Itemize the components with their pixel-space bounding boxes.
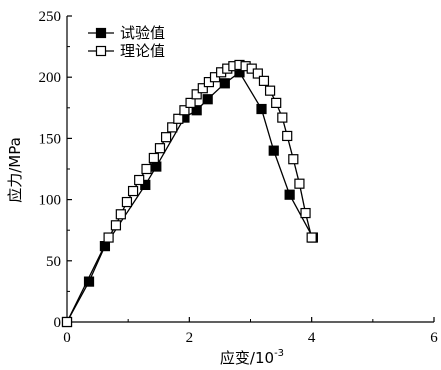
data-point xyxy=(202,94,213,105)
data-point xyxy=(127,185,139,197)
data-point xyxy=(179,105,190,116)
x-axis-title: 应变/10-3 xyxy=(220,348,284,367)
data-point xyxy=(103,232,114,243)
series-2 xyxy=(61,59,317,328)
x-tick-label: 0 xyxy=(63,330,71,346)
data-point xyxy=(252,68,263,79)
data-point xyxy=(167,122,178,133)
data-point xyxy=(134,174,145,186)
y-tick-label: 100 xyxy=(39,193,62,209)
data-point xyxy=(141,163,152,175)
y-tick-label: 200 xyxy=(39,70,62,86)
axis-titles: 应力/MPa 应变/10-3 xyxy=(6,137,284,367)
data-point xyxy=(256,103,267,115)
x-tick-label: 6 xyxy=(430,330,438,346)
y-axis-title: 应力/MPa xyxy=(6,137,24,203)
data-point xyxy=(115,209,126,220)
legend-label: 试验值 xyxy=(120,24,165,42)
ticks-layer: 0 50 100 150 200 250 0 2 4 6 xyxy=(39,9,439,346)
series-line xyxy=(66,71,314,323)
legend-marker xyxy=(95,45,107,57)
data-point xyxy=(148,152,159,164)
data-point xyxy=(197,83,208,94)
data-point xyxy=(268,145,279,156)
x-tick-label: 2 xyxy=(186,330,194,346)
series-layer xyxy=(61,59,318,328)
data-point xyxy=(173,113,184,124)
legend-label: 理论值 xyxy=(120,42,165,60)
data-point xyxy=(294,178,305,189)
data-point xyxy=(191,89,202,100)
data-point xyxy=(306,232,317,243)
y-tick-label: 50 xyxy=(46,254,61,270)
data-point xyxy=(282,130,293,142)
data-point xyxy=(61,316,73,328)
data-point xyxy=(277,112,288,123)
y-tick-label: 150 xyxy=(39,131,62,147)
legend-item-2: 理论值 xyxy=(88,42,165,60)
x-axis-title-exponent: -3 xyxy=(274,348,284,359)
legend-marker xyxy=(95,27,107,39)
data-point xyxy=(185,97,196,109)
y-tick-label: 250 xyxy=(39,9,62,25)
x-tick-label: 4 xyxy=(308,330,316,346)
data-point xyxy=(110,220,122,231)
legend-item-1: 试验值 xyxy=(88,24,165,42)
data-point xyxy=(284,189,295,200)
data-point xyxy=(151,161,162,172)
data-point xyxy=(191,105,202,116)
data-point xyxy=(258,75,270,86)
data-point xyxy=(219,78,230,89)
data-point xyxy=(160,132,172,143)
data-point xyxy=(300,207,311,219)
data-point xyxy=(154,143,166,154)
data-point xyxy=(264,85,276,96)
y-tick-label: 0 xyxy=(54,315,62,331)
data-point xyxy=(121,196,133,208)
data-point xyxy=(271,97,282,109)
data-point xyxy=(288,154,299,165)
x-axis-title-main: 应变/10 xyxy=(220,349,274,367)
